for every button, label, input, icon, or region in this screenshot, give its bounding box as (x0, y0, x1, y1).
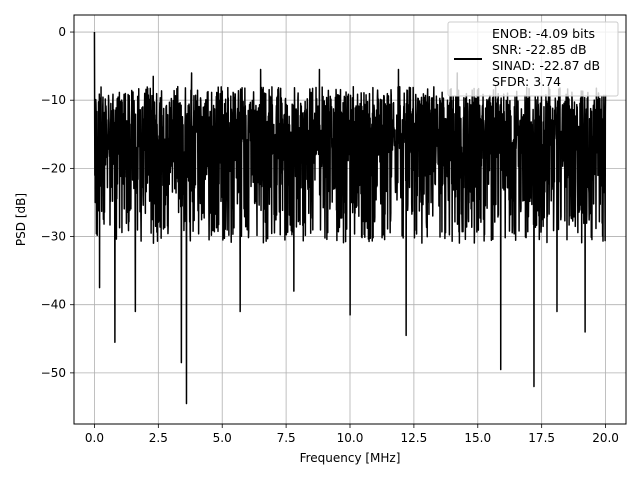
legend-entry-sfdr: SFDR: 3.74 (492, 74, 561, 89)
x-tick-label: 15.0 (464, 431, 491, 445)
y-tick-label: −20 (41, 161, 66, 175)
x-tick-label: 10.0 (337, 431, 364, 445)
x-axis: 0.0 2.5 5.0 7.5 10.0 12.5 15.0 17.5 20.0 (85, 424, 619, 445)
y-tick-label: −50 (41, 366, 66, 380)
y-axis: 0 −10 −20 −30 −40 −50 (41, 25, 74, 380)
y-tick-label: −40 (41, 298, 66, 312)
legend-entry-snr: SNR: -22.85 dB (492, 42, 587, 57)
x-tick-label: 2.5 (149, 431, 168, 445)
y-tick-label: −30 (41, 230, 66, 244)
x-axis-label: Frequency [MHz] (300, 451, 401, 465)
psd-series-line (93, 32, 607, 405)
x-tick-label: 5.0 (213, 431, 232, 445)
x-tick-label: 17.5 (528, 431, 555, 445)
series-layer (93, 32, 607, 405)
legend-box (447, 21, 619, 97)
x-tick-label: 0.0 (85, 431, 104, 445)
x-tick-label: 20.0 (592, 431, 619, 445)
y-tick-label: 0 (58, 25, 66, 39)
y-tick-label: −10 (41, 93, 66, 107)
legend: ENOB: -4.09 bits SNR: -22.85 dB SINAD: -… (447, 21, 619, 97)
x-tick-label: 12.5 (401, 431, 428, 445)
x-tick-label: 7.5 (277, 431, 296, 445)
y-axis-label: PSD [dB] (14, 193, 28, 246)
legend-entry-enob: ENOB: -4.09 bits (492, 26, 595, 41)
legend-entry-sinad: SINAD: -22.87 dB (492, 58, 600, 73)
